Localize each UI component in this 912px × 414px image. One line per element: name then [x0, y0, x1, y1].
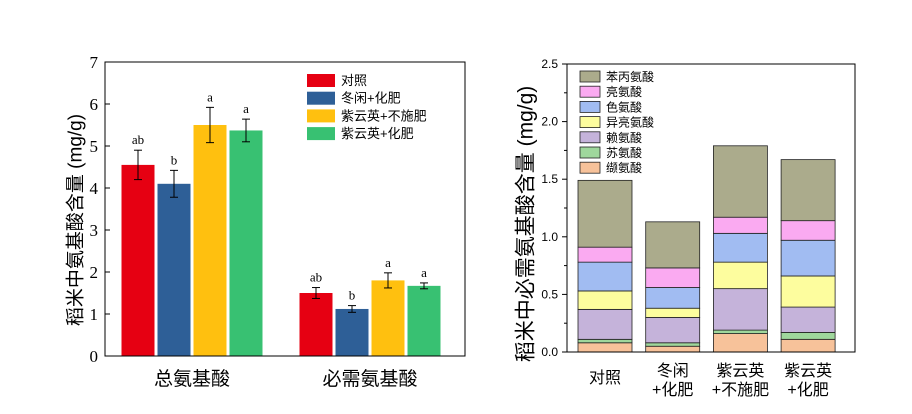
legend-label: 苏氨酸 — [606, 145, 642, 160]
stack-segment — [713, 329, 768, 334]
significance-label: a — [243, 101, 249, 116]
bar — [193, 125, 227, 356]
significance-label: a — [385, 255, 391, 270]
total-and-essential-amino-acid-bar-chart: 0 1 2 3 4 5 6 7 ab ab b b a a a a 总氨基酸 必需氨基酸 对照冬闲+化肥紫云英+不施… — [65, 53, 466, 390]
legend-swatch — [307, 127, 335, 141]
stack-segment — [780, 275, 836, 308]
legend-swatch — [579, 116, 601, 128]
y-tick-label: 2 — [90, 263, 99, 282]
y-tick-label: 1.0 — [541, 230, 558, 244]
significance-label: ab — [310, 270, 322, 285]
y-tick-label: 6 — [90, 95, 99, 114]
stack-segment — [713, 232, 768, 263]
legend-swatch — [579, 101, 601, 113]
x-category-label: 必需氨基酸 — [322, 368, 417, 390]
legend-swatch — [579, 146, 601, 159]
legend-label: 缬氨酸 — [606, 160, 642, 175]
legend-label: 对照 — [341, 73, 367, 88]
y-tick-label: 4 — [90, 179, 99, 198]
y-tick-label: 0 — [90, 347, 99, 366]
significance-label: ab — [132, 132, 144, 147]
bar — [335, 308, 369, 356]
y-tick-label: 2.0 — [541, 115, 558, 129]
stack-segment — [780, 159, 836, 222]
legend-swatch — [307, 91, 335, 105]
y-tick-label: 1 — [90, 305, 99, 324]
stack-segment — [780, 332, 836, 340]
legend-label: 亮氨酸 — [606, 84, 642, 99]
stack-segment — [713, 261, 768, 290]
y-tick-label: 0.0 — [541, 345, 558, 359]
y-axis-label: 稻米中氨基酸含量 (mg/g) — [65, 114, 87, 326]
bar — [229, 130, 263, 356]
stack-segment — [645, 287, 701, 309]
stack-segment — [645, 267, 701, 288]
legend-swatch — [579, 161, 601, 174]
stack-segment — [577, 261, 633, 292]
x-category-label: 紫云英 — [716, 362, 764, 380]
stack-segment — [713, 145, 768, 218]
legend-swatch — [307, 74, 335, 87]
stack-segment — [645, 307, 701, 318]
legend-label: 紫云英+化肥 — [341, 126, 414, 141]
stack-segment — [780, 306, 836, 333]
essential-amino-acid-stacked-bar-chart: 0.00.51.01.52.02.5对照 冬闲+化肥紫云英+不施肥紫云英+化肥苯丙… — [515, 57, 856, 399]
x-category-label: 对照 — [589, 369, 621, 387]
x-category-label: +不施肥 — [712, 381, 769, 399]
bar — [371, 280, 405, 356]
x-category-label: +化肥 — [652, 381, 693, 399]
stack-segment — [713, 288, 768, 331]
legend-label: 苯丙氨酸 — [606, 69, 654, 84]
y-tick-label: 0.5 — [541, 287, 558, 301]
y-tick-label: 7 — [90, 53, 99, 72]
significance-label: b — [349, 288, 356, 303]
plot-frame — [104, 61, 466, 357]
stack-segment — [645, 221, 701, 269]
legend-label: 冬闲+化肥 — [341, 91, 401, 106]
legend-swatch — [579, 85, 601, 98]
y-tick-label: 1.5 — [541, 172, 558, 186]
stack-segment — [577, 338, 633, 344]
stack-segment — [645, 345, 701, 353]
bar — [407, 285, 441, 356]
x-category-label: +化肥 — [787, 381, 828, 399]
legend-label: 紫云英+不施肥 — [341, 108, 427, 123]
legend-label: 异亮氨酸 — [606, 115, 654, 130]
stack-segment — [780, 220, 836, 241]
y-tick-label: 2.5 — [541, 57, 558, 71]
stack-segment — [780, 239, 836, 277]
legend-label: 色氨酸 — [606, 99, 642, 114]
stack-segment — [713, 216, 768, 234]
significance-label: a — [421, 265, 427, 280]
stack-segment — [645, 317, 701, 344]
x-category-label: 紫云英 — [784, 362, 832, 380]
stack-segment — [577, 179, 633, 248]
stack-segment — [645, 342, 701, 347]
legend-label: 赖氨酸 — [606, 130, 642, 145]
legend-swatch — [579, 70, 601, 83]
bar — [299, 293, 333, 356]
stack-segment — [713, 333, 768, 353]
y-tick-label: 3 — [90, 221, 99, 240]
y-tick-label: 5 — [90, 137, 99, 156]
stack-segment — [577, 290, 633, 310]
x-category-label: 冬闲 — [657, 362, 689, 380]
plot-frame — [566, 63, 856, 353]
stack-segment — [577, 342, 633, 353]
significance-label: a — [207, 89, 213, 104]
stack-segment — [577, 308, 633, 340]
bar — [157, 183, 191, 356]
stack-segment — [577, 246, 633, 263]
significance-label: b — [171, 152, 178, 167]
x-category-label: 总氨基酸 — [154, 368, 230, 390]
legend-swatch — [579, 131, 601, 144]
stack-segment — [780, 338, 836, 353]
bar — [121, 164, 155, 356]
legend-swatch — [307, 109, 335, 123]
y-axis-label: 稻米中必需氨基酸含量 (mg/g) — [515, 86, 538, 363]
